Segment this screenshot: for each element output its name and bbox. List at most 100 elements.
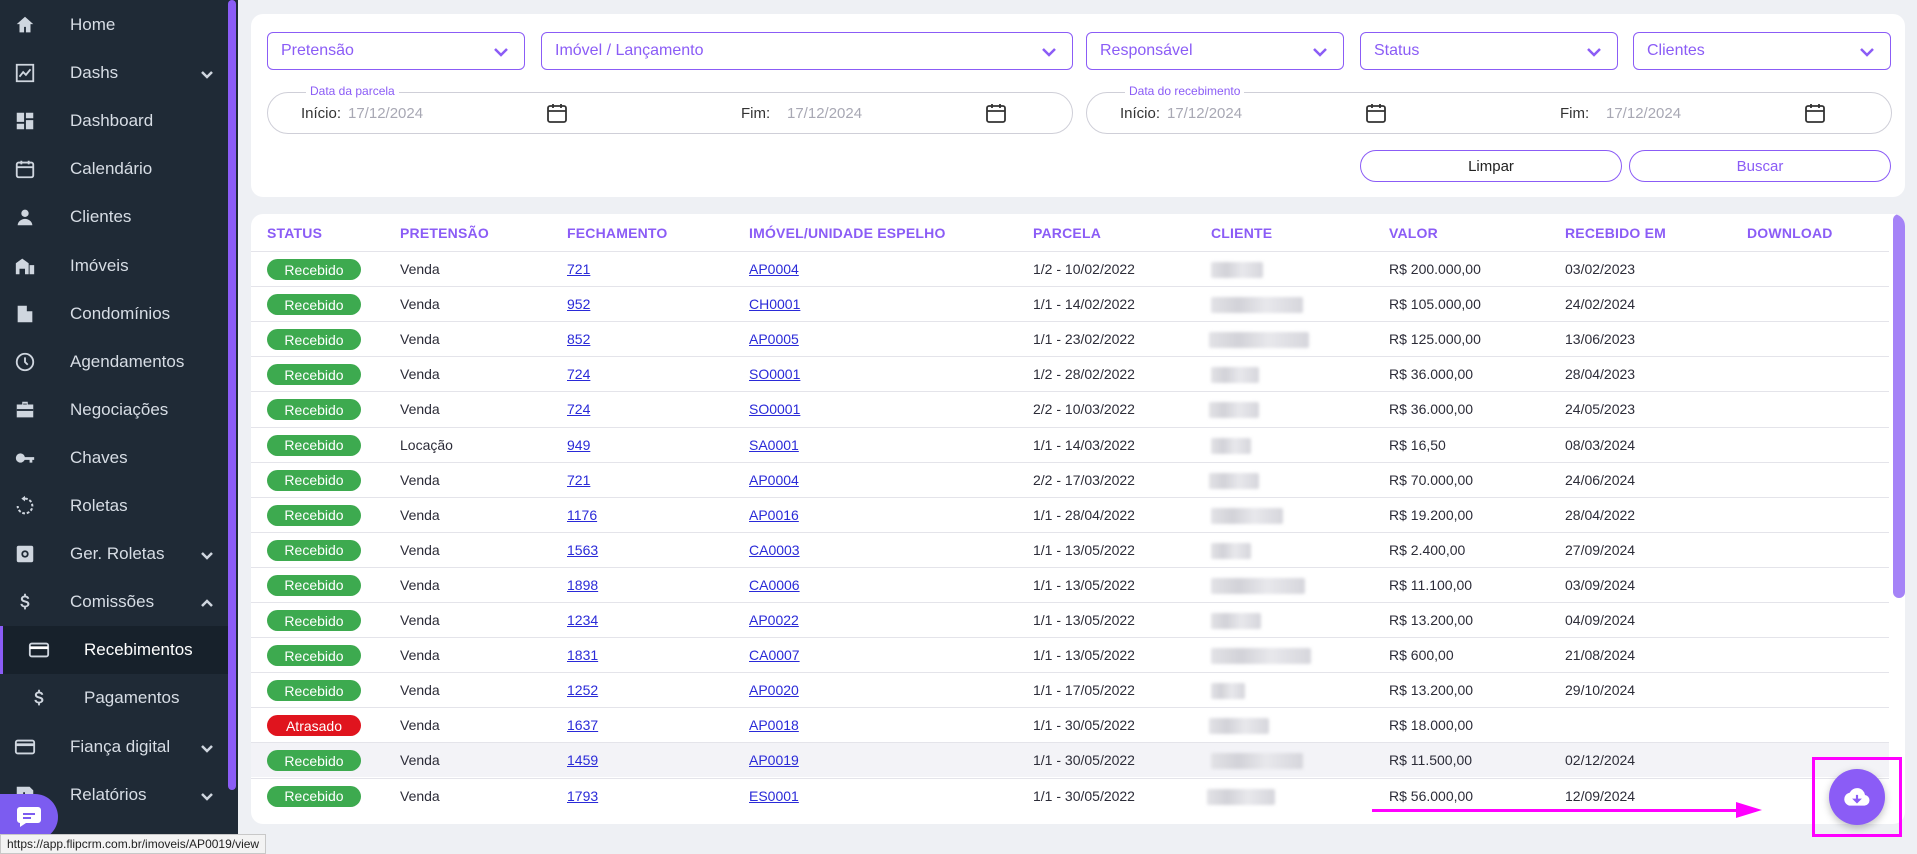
fechamento-link[interactable]: 724 — [567, 366, 591, 383]
buscar-button[interactable]: Buscar — [1629, 150, 1891, 182]
sidebar-item-dashs[interactable]: Dashs — [0, 49, 228, 97]
sidebar-item-recebimentos[interactable]: Recebimentos — [0, 626, 228, 675]
imovel-link[interactable]: SA0001 — [749, 436, 799, 453]
chat-widget-button[interactable] — [0, 794, 58, 840]
calendar-icon[interactable] — [1804, 102, 1826, 124]
fechamento-link[interactable]: 952 — [567, 296, 591, 313]
table-row[interactable]: Recebido Venda 852 AP0005 1/1 - 23/02/2022 R$… — [251, 321, 1889, 356]
table-row[interactable]: Atrasado Venda 1637 AP0018 1/1 - 30/05/2022 R… — [251, 707, 1889, 742]
sidebar-item-im-veis[interactable]: Imóveis — [0, 242, 228, 290]
column-header-pretens-o[interactable]: PRETENSÃO — [400, 225, 489, 241]
fechamento-link[interactable]: 1234 — [567, 612, 599, 628]
sidebar-scrollbar[interactable] — [228, 0, 236, 790]
imovel-lancamento-select[interactable]: Imóvel / Lançamento — [541, 32, 1073, 70]
fechamento-link[interactable]: 1176 — [567, 506, 598, 523]
status-select[interactable]: Status — [1360, 32, 1618, 70]
calendar-icon[interactable] — [546, 102, 568, 124]
sidebar-item-comiss-es[interactable]: Comissões — [0, 578, 228, 626]
recebimento-fim-input[interactable]: 17/12/2024 — [1606, 105, 1682, 122]
table-row[interactable]: Recebido Venda 1563 CA0003 1/1 - 13/05/2022 R… — [251, 531, 1889, 567]
sidebar-item-agendamentos[interactable]: Agendamentos — [0, 338, 228, 386]
imovel-link[interactable]: SO0001 — [749, 366, 801, 383]
sidebar-item-clientes[interactable]: Clientes — [0, 193, 228, 241]
column-header-parcela[interactable]: PARCELA — [1033, 225, 1102, 241]
column-header-status[interactable]: STATUS — [267, 225, 323, 241]
imovel-link[interactable]: AP0019 — [749, 752, 799, 769]
table-row[interactable]: Recebido Venda 1459 AP0019 1/1 - 30/05/2022 R… — [251, 742, 1889, 778]
imovel-link[interactable]: AP0018 — [749, 717, 799, 734]
imovel-link[interactable]: AP0004 — [749, 471, 799, 488]
fechamento-link[interactable]: 1793 — [567, 787, 599, 804]
imovel-link[interactable]: AP0016 — [749, 506, 799, 523]
data-recebimento-range: Data do recebimento Início: 17/12/2024 F… — [1086, 84, 1892, 134]
table-row[interactable]: Recebido Locação 949 SA0001 1/1 - 14/03/2022… — [251, 426, 1889, 462]
fechamento-link[interactable]: 1563 — [567, 541, 599, 558]
recebimento-inicio-input[interactable]: 17/12/2024 — [1167, 105, 1243, 122]
fechamento-link[interactable]: 949 — [567, 436, 591, 453]
imovel-link[interactable]: AP0022 — [749, 612, 799, 628]
table-row[interactable]: Recebido Venda 1898 CA0006 1/1 - 13/05/2022 R… — [251, 566, 1889, 602]
fechamento-link[interactable]: 1831 — [567, 647, 599, 664]
sidebar-item-roletas[interactable]: Roletas — [0, 482, 228, 530]
table-row[interactable]: Recebido Venda 1252 AP0020 1/1 - 17/05/2022 R… — [251, 672, 1889, 707]
fechamento-link[interactable]: 1459 — [567, 752, 599, 769]
responsavel-select[interactable]: Responsável — [1086, 32, 1344, 70]
imovel-link[interactable]: CA0006 — [749, 576, 800, 593]
table-row[interactable]: Recebido Venda 1234 AP0022 1/1 - 13/05/2022 R… — [251, 602, 1889, 637]
table-row[interactable]: Recebido Venda 721 AP0004 1/2 - 10/02/2022 R$… — [251, 251, 1889, 286]
imovel-link[interactable]: ES0001 — [749, 787, 799, 804]
imovel-link[interactable]: CH0001 — [749, 296, 801, 313]
fechamento-link[interactable]: 721 — [567, 261, 591, 277]
sidebar-item-negocia-es[interactable]: Negociações — [0, 386, 228, 434]
cliente-cell-redacted — [1211, 262, 1263, 278]
sidebar-item-dashboard[interactable]: Dashboard — [0, 97, 228, 145]
sidebar-item-calend-rio[interactable]: Calendário — [0, 145, 228, 193]
table-row[interactable]: Recebido Venda 724 SO0001 2/2 - 10/03/2022 R$… — [251, 391, 1889, 426]
fechamento-link[interactable]: 1898 — [567, 576, 599, 593]
column-header-cliente[interactable]: CLIENTE — [1211, 225, 1273, 241]
calendar-icon[interactable] — [1365, 102, 1387, 124]
limpar-button[interactable]: Limpar — [1360, 150, 1622, 182]
parcela-cell: 1/2 - 10/02/2022 — [1033, 261, 1135, 277]
fechamento-link[interactable]: 1252 — [567, 682, 599, 699]
fechamento-link[interactable]: 852 — [567, 331, 591, 348]
clientes-select[interactable]: Clientes — [1633, 32, 1891, 70]
column-header-fechamento[interactable]: FECHAMENTO — [567, 225, 668, 241]
table-row[interactable]: Recebido Venda 1793 ES0001 1/1 - 30/05/2022 R… — [251, 777, 1889, 813]
imovel-link[interactable]: AP0005 — [749, 331, 799, 348]
table-row[interactable]: Recebido Venda 952 CH0001 1/1 - 14/02/2022 R$… — [251, 286, 1889, 321]
table-row[interactable]: Recebido Venda 724 SO0001 1/2 - 28/02/2022 R$… — [251, 356, 1889, 391]
sidebar-item-condom-nios[interactable]: Condomínios — [0, 290, 228, 338]
recebido-em-cell: 03/02/2023 — [1565, 261, 1636, 277]
clock-icon — [14, 351, 36, 373]
imovel-link[interactable]: AP0004 — [749, 261, 799, 277]
calendar-icon[interactable] — [985, 102, 1007, 124]
annotation-arrow-line — [1372, 809, 1756, 812]
column-header-im-vel-unidade-espelho[interactable]: IMÓVEL/UNIDADE ESPELHO — [749, 225, 946, 241]
fechamento-link[interactable]: 724 — [567, 401, 591, 418]
column-header-recebido-em[interactable]: RECEBIDO EM — [1565, 225, 1666, 241]
imovel-link[interactable]: AP0020 — [749, 682, 799, 699]
parcela-fim-input[interactable]: 17/12/2024 — [787, 105, 863, 122]
sidebar-item-pagamentos[interactable]: Pagamentos — [0, 674, 228, 722]
parcela-inicio-input[interactable]: 17/12/2024 — [348, 105, 424, 122]
sidebar-item-chaves[interactable]: Chaves — [0, 434, 228, 482]
imovel-link[interactable]: SO0001 — [749, 401, 801, 418]
fechamento-link[interactable]: 721 — [567, 471, 591, 488]
table-row[interactable]: Recebido Venda 1176 AP0016 1/1 - 28/04/2022 R… — [251, 496, 1889, 532]
sidebar-item-fian-a-digital[interactable]: Fiança digital — [0, 723, 228, 771]
imovel-link[interactable]: CA0003 — [749, 541, 800, 558]
column-header-download[interactable]: DOWNLOAD — [1747, 225, 1833, 241]
table-row[interactable]: Recebido Venda 1831 CA0007 1/1 - 13/05/2022 R… — [251, 637, 1889, 672]
pretensao-select[interactable]: Pretensão — [267, 32, 525, 70]
imovel-link[interactable]: CA0007 — [749, 647, 800, 664]
sidebar-item-label: Calendário — [70, 159, 153, 179]
briefcase-icon — [14, 399, 36, 421]
table-scrollbar[interactable] — [1893, 214, 1905, 598]
sidebar-item-ger-roletas[interactable]: Ger. Roletas — [0, 530, 228, 578]
table-row[interactable]: Recebido Venda 721 AP0004 2/2 - 17/03/2022 R$… — [251, 461, 1889, 497]
download-fab-button[interactable] — [1829, 769, 1885, 825]
fechamento-link[interactable]: 1637 — [567, 717, 599, 734]
sidebar-item-home[interactable]: Home — [0, 1, 228, 49]
column-header-valor[interactable]: VALOR — [1389, 225, 1438, 241]
